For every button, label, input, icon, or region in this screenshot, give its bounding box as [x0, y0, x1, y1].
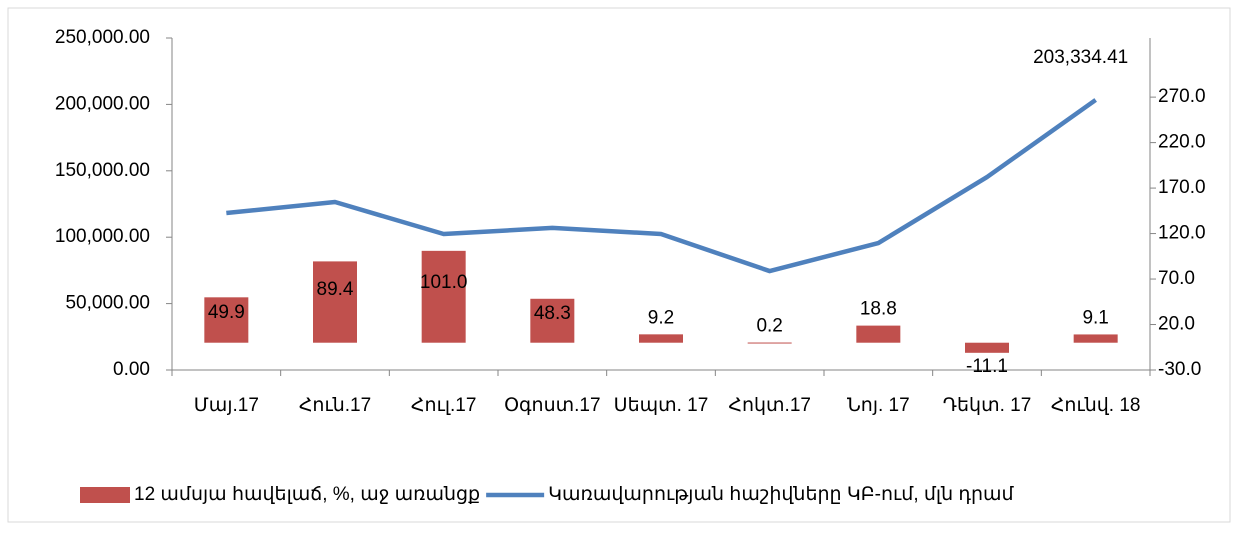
bar — [1073, 334, 1118, 343]
line — [226, 98, 1097, 274]
bar — [313, 261, 357, 343]
data-label: 0.2 — [756, 316, 782, 337]
y2-tick-label: 170.0 — [1158, 177, 1206, 198]
y-tick-label: 0.00 — [113, 359, 150, 380]
legend-swatch — [80, 487, 130, 503]
bar — [965, 342, 1009, 353]
y-tick-label: 250,000.00 — [55, 27, 150, 48]
y-tick-label: 50,000.00 — [65, 293, 150, 314]
x-tick-label: Սեպտ. 17 — [614, 395, 709, 416]
legend-label: Կառավարության հաշիվները ԿԲ-ում, մլն դրամ — [548, 484, 1014, 505]
data-label: -11.1 — [966, 356, 1008, 377]
bar — [856, 325, 901, 343]
y2-tick-label: 20.0 — [1158, 314, 1195, 335]
data-label: 89.4 — [317, 279, 354, 300]
x-tick-label: Հուն.17 — [299, 395, 371, 416]
data-label: 9.2 — [648, 307, 674, 328]
y-tick-label: 200,000.00 — [55, 93, 150, 114]
legend-label: 12 ամսյա հավելաճ, %, աջ առանցք — [134, 484, 480, 505]
x-tick-label: Հուլ.17 — [411, 395, 476, 416]
data-label: 9.1 — [1082, 307, 1108, 328]
bar — [421, 250, 466, 343]
bar — [530, 298, 575, 343]
y2-tick-label: -30.0 — [1158, 359, 1201, 380]
data-label: 48.3 — [534, 303, 571, 324]
x-tick-label: Հոկտ.17 — [728, 395, 811, 416]
y2-tick-label: 270.0 — [1158, 86, 1206, 107]
y2-tick-label: 70.0 — [1158, 268, 1195, 289]
data-label: 101.0 — [420, 272, 468, 293]
x-tick-label: Հունվ. 18 — [1051, 395, 1141, 416]
y-tick-label: 100,000.00 — [55, 226, 150, 247]
bar — [747, 342, 792, 344]
y2-tick-label: 120.0 — [1158, 223, 1206, 244]
data-label: 18.8 — [860, 299, 897, 320]
y-tick-label: 150,000.00 — [55, 160, 150, 181]
bar — [204, 297, 249, 343]
x-tick-label: Օգոստ.17 — [504, 395, 600, 416]
bar — [639, 334, 683, 343]
x-tick-label: Մայ.17 — [194, 395, 259, 416]
data-label: 49.9 — [208, 302, 245, 323]
data-label: 203,334.41 — [1033, 47, 1128, 68]
chart-border — [7, 7, 1231, 523]
y2-tick-label: 220.0 — [1158, 132, 1206, 153]
x-tick-label: Դեկտ. 17 — [943, 395, 1032, 416]
x-tick-label: Նոյ. 17 — [847, 395, 910, 416]
